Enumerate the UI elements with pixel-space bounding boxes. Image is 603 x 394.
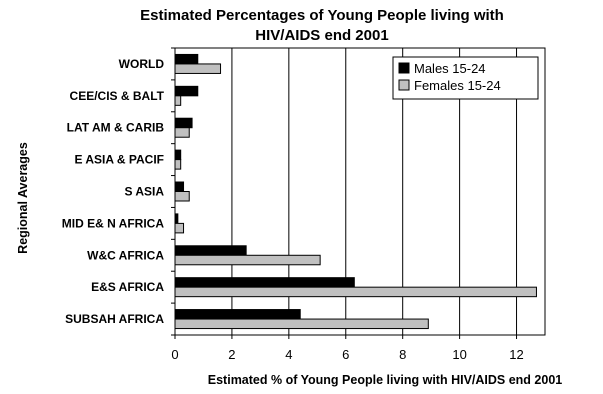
bar-females <box>174 191 190 202</box>
legend-label: Females 15-24 <box>414 78 501 93</box>
chart-title-line-1: Estimated Percentages of Young People li… <box>140 7 504 24</box>
category-label: CEE/CIS & BALT <box>70 89 165 103</box>
category-label: E ASIA & PACIF <box>74 153 164 167</box>
bar-females <box>174 318 429 330</box>
legend-box <box>392 56 539 100</box>
bar-males <box>174 85 199 97</box>
bar-females <box>174 222 185 234</box>
bar-males <box>174 245 247 256</box>
bar-females <box>174 95 182 106</box>
x-tick-label: 12 <box>509 347 523 362</box>
bar-males <box>174 181 185 192</box>
bar-females <box>174 63 222 74</box>
category-label: WORLD <box>119 57 165 71</box>
category-label: E&S AFRICA <box>91 280 164 294</box>
y-axis-label: Regional Averages <box>16 142 30 254</box>
bar-females <box>174 286 537 298</box>
bar-females <box>174 127 190 138</box>
bar-males <box>174 117 193 129</box>
category-label: SUBSAH AFRICA <box>65 312 164 326</box>
legend-swatch <box>398 79 410 91</box>
category-label: S ASIA <box>124 185 164 199</box>
category-label: W&C AFRICA <box>87 248 164 262</box>
bar-females <box>174 254 321 266</box>
legend-label: Males 15-24 <box>414 61 486 76</box>
x-tick-label: 8 <box>399 347 406 362</box>
x-tick-label: 4 <box>285 347 292 362</box>
x-tick-label: 6 <box>342 347 349 362</box>
x-tick-label: 0 <box>171 347 178 362</box>
bar-males <box>174 309 301 320</box>
x-tick-label: 10 <box>452 347 466 362</box>
bar-males <box>174 149 182 161</box>
legend-swatch <box>398 62 410 74</box>
category-label: MID E& N AFRICA <box>62 216 165 230</box>
x-tick-label: 2 <box>228 347 235 362</box>
bar-males <box>174 53 199 65</box>
x-axis-label: Estimated % of Young People living with … <box>208 373 563 387</box>
bar-females <box>174 159 182 170</box>
bar-males <box>174 277 355 288</box>
category-label: LAT AM & CARIB <box>67 121 165 135</box>
bar-males <box>174 213 179 224</box>
chart-title-line-2: HIV/AIDS end 2001 <box>255 27 388 44</box>
plot-area: 0 2 4 6 8 10 12 WORLD CEE/CIS & BALT LAT AM & CAR… <box>62 47 546 362</box>
